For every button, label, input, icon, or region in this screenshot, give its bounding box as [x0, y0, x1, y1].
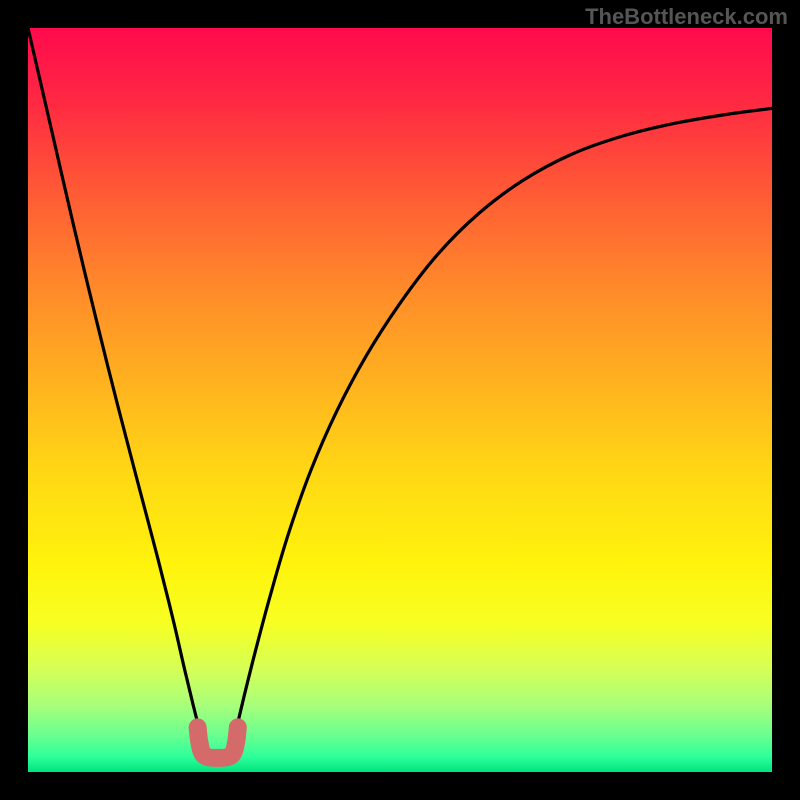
curve-layer: [28, 28, 772, 772]
bottleneck-notch: [198, 727, 238, 758]
plot-area: [28, 28, 772, 772]
curve-right-branch: [236, 108, 772, 729]
curve-left-branch: [28, 28, 199, 729]
watermark-text: TheBottleneck.com: [585, 4, 788, 30]
chart-container: TheBottleneck.com: [0, 0, 800, 800]
